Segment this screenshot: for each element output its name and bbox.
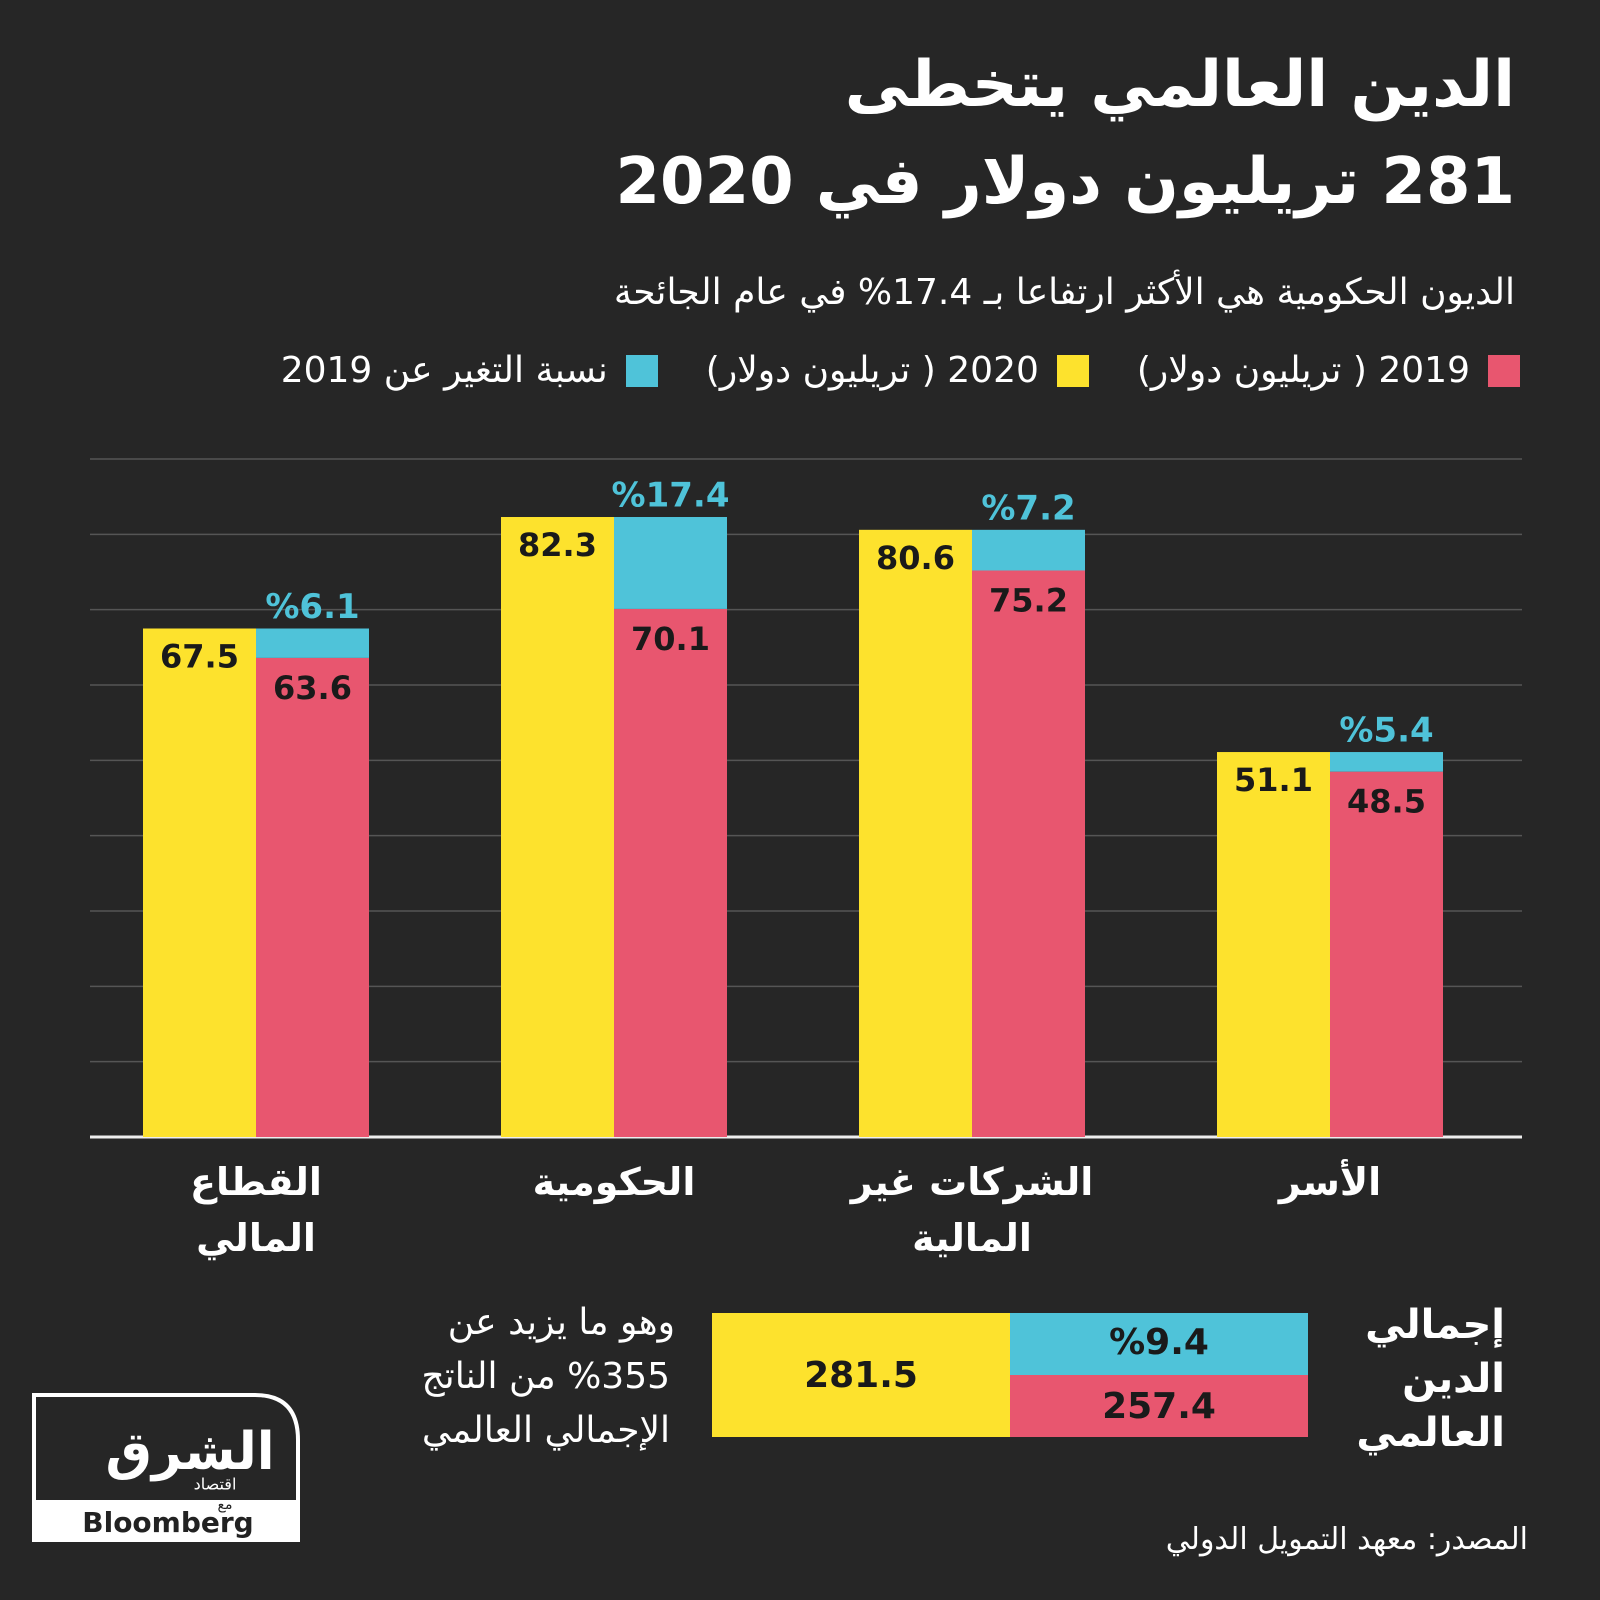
value-label: 63.6 — [273, 669, 352, 707]
legend-label: 2020 ( تريليون دولار) — [705, 350, 1039, 391]
total-label: إجمالي — [1365, 1302, 1505, 1348]
change-segment — [614, 517, 727, 609]
bar-2019 — [614, 608, 727, 1137]
change-label: %17.4 — [612, 476, 730, 516]
x-tick-label: القطاع — [190, 1160, 322, 1204]
logo-partner: Bloomberg — [82, 1506, 253, 1539]
bar-2019 — [256, 657, 369, 1137]
value-label: 67.5 — [160, 638, 239, 676]
legend-swatch — [625, 354, 658, 387]
x-tick-label: المالية — [912, 1216, 1032, 1260]
note-line: وهو ما يزيد عن — [447, 1302, 675, 1343]
total-2019 — [1010, 1375, 1308, 1437]
source: المصدر: معهد التمويل الدولي — [1165, 1522, 1528, 1557]
change-segment — [1330, 752, 1443, 772]
bar-2020 — [859, 529, 972, 1137]
change-segment — [972, 529, 1085, 571]
total-label: العالمي — [1356, 1410, 1505, 1456]
value-label: 80.6 — [876, 539, 955, 577]
x-tick-label: الأسر — [1278, 1160, 1382, 1204]
total-label: الدين — [1402, 1356, 1505, 1402]
bar-2020 — [501, 517, 614, 1137]
bar-2020 — [143, 628, 256, 1137]
bar-2019 — [1330, 771, 1443, 1137]
logo-band — [34, 1500, 298, 1540]
x-tick-label: الشركات غير — [850, 1160, 1094, 1204]
legend-label: 2019 ( تريليون دولار) — [1136, 350, 1470, 391]
total-value: 281.5 — [804, 1355, 918, 1396]
logo-name: الشرق — [105, 1422, 274, 1482]
value-label: 48.5 — [1347, 783, 1426, 821]
legend: 2019 ( تريليون دولار) 2020 ( تريليون دول… — [281, 350, 1520, 391]
bar-2020 — [1217, 752, 1330, 1137]
legend-label: نسبة التغير عن 2019 — [280, 350, 608, 391]
change-segment — [256, 628, 369, 658]
total-value: 257.4 — [1102, 1386, 1216, 1427]
logo-sub: اقتصاد — [194, 1475, 237, 1494]
total-change — [1010, 1313, 1308, 1375]
note-line: %355 من الناتج — [421, 1356, 670, 1397]
change-label: %7.2 — [981, 488, 1075, 528]
title-line: الدين العالمي يتخطى — [844, 48, 1515, 122]
value-label: 70.1 — [631, 620, 710, 658]
value-label: 75.2 — [989, 581, 1068, 619]
legend-swatch — [1056, 354, 1089, 387]
logo-frame — [32, 1393, 300, 1542]
title-line: 281 تريليون دولار في 2020 — [615, 145, 1516, 219]
legend-swatch — [1488, 354, 1520, 387]
change-label: %5.4 — [1339, 711, 1433, 751]
note-line: الإجمالي العالمي — [421, 1410, 670, 1451]
change-label: %6.1 — [265, 587, 359, 627]
x-tick-label: المالي — [196, 1216, 316, 1260]
total-2020 — [712, 1313, 1010, 1437]
bar-2019 — [972, 570, 1085, 1137]
subtitle: الديون الحكومية هي الأكثر ارتفاعا بـ 17.… — [613, 272, 1515, 313]
logo-with: مع — [218, 1497, 233, 1513]
value-label: 82.3 — [518, 526, 597, 564]
x-tick-label: الحكومية — [532, 1160, 696, 1204]
value-label: 51.1 — [1234, 761, 1313, 799]
total-change-label: %9.4 — [1109, 1322, 1209, 1363]
